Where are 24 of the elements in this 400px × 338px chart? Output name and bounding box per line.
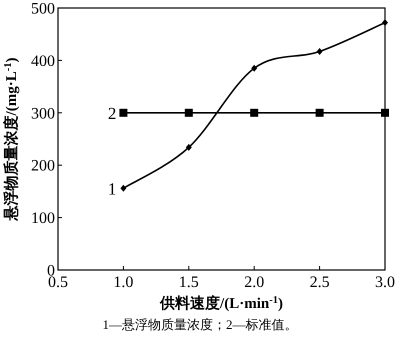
point bbox=[119, 108, 128, 117]
x-tick-label: 3.0 bbox=[375, 274, 395, 291]
point bbox=[250, 108, 258, 117]
text: 1—悬浮物质量浓度；2—标准值。 bbox=[102, 317, 298, 332]
series-label: 2 bbox=[108, 104, 116, 123]
point bbox=[316, 108, 324, 117]
x-axis-title: 供料速度/(L·min$^{-1}$) bbox=[159, 294, 283, 312]
point bbox=[120, 184, 126, 192]
x-tick-label: 1.5 bbox=[178, 274, 199, 291]
point bbox=[316, 48, 323, 55]
y-tick-label: 100 bbox=[31, 210, 55, 228]
y-tick-label: 400 bbox=[31, 52, 55, 70]
x-tick-label: 2.5 bbox=[310, 274, 330, 291]
y-tick-label: 200 bbox=[31, 158, 55, 175]
x-tick-label: 2.0 bbox=[244, 274, 264, 291]
point bbox=[382, 19, 388, 26]
series-label: 1 bbox=[108, 179, 116, 198]
y-tick-label: 500 bbox=[31, 0, 55, 18]
y-tick-label: 300 bbox=[31, 105, 55, 122]
x-tick-label: 1.0 bbox=[113, 274, 134, 291]
point bbox=[186, 144, 192, 151]
point bbox=[184, 108, 193, 117]
point bbox=[381, 108, 389, 117]
point bbox=[251, 64, 258, 72]
